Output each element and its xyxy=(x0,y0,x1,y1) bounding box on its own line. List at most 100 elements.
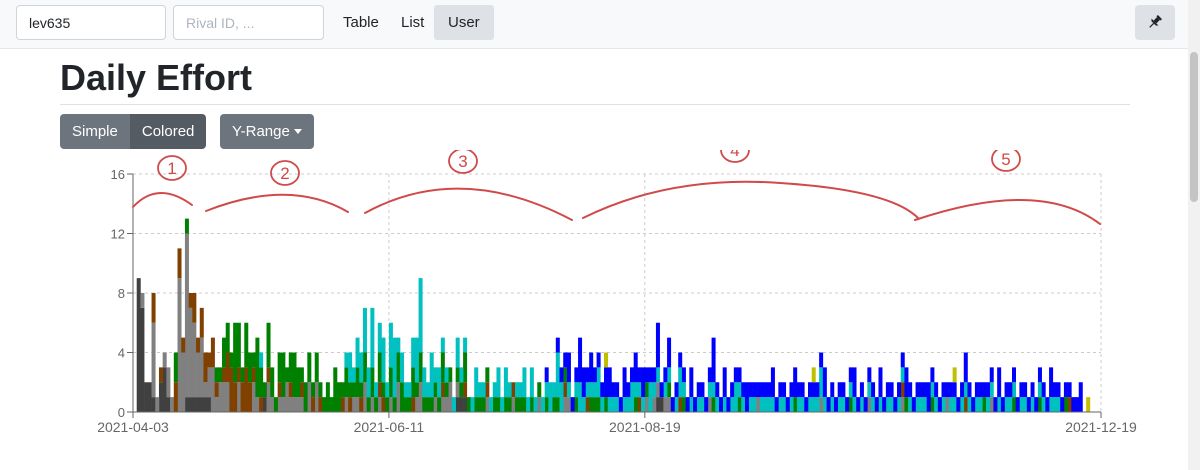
bar-segment xyxy=(1052,397,1057,412)
bar-segment xyxy=(151,397,156,412)
bar-segment xyxy=(411,337,416,368)
bar-segment xyxy=(581,367,586,398)
bar-segment xyxy=(411,367,416,398)
bar-segment xyxy=(696,382,701,398)
bar-segment xyxy=(355,367,360,398)
bar-segment xyxy=(566,382,571,398)
bar-segment xyxy=(477,397,482,412)
bar-segment xyxy=(526,397,531,412)
bar-segment xyxy=(930,397,935,412)
bar-segment xyxy=(552,397,557,412)
bar-segment xyxy=(948,397,953,412)
bar-segment xyxy=(247,352,252,383)
bar-segment xyxy=(956,397,961,412)
bar-segment xyxy=(555,352,560,398)
bar-segment xyxy=(934,397,939,412)
bar-segment xyxy=(871,397,876,412)
bar-segment xyxy=(311,397,316,412)
bar-segment xyxy=(592,367,597,383)
bar-segment xyxy=(674,397,679,412)
bar-segment xyxy=(633,382,638,398)
bar-segment xyxy=(418,278,423,353)
bar-segment xyxy=(930,367,935,383)
bar-segment xyxy=(192,397,197,412)
bar-segment xyxy=(748,397,753,412)
bar-segment xyxy=(463,337,468,353)
nav-user-link[interactable]: User xyxy=(434,5,494,40)
bar-segment xyxy=(199,337,204,398)
bar-segment xyxy=(1030,382,1035,398)
y-range-dropdown[interactable]: Y-Range xyxy=(220,114,314,149)
bar-segment xyxy=(396,352,401,383)
bar-segment xyxy=(522,367,527,398)
bar-segment xyxy=(552,382,557,398)
bar-segment xyxy=(652,382,657,398)
bar-segment xyxy=(240,382,245,412)
bar-segment xyxy=(752,397,757,412)
colored-mode-button[interactable]: Colored xyxy=(129,114,207,149)
bar-segment xyxy=(681,397,686,412)
bar-segment xyxy=(259,397,264,412)
annotation-number: 3 xyxy=(458,152,467,171)
simple-mode-button[interactable]: Simple xyxy=(60,114,130,149)
bar-segment xyxy=(837,397,842,412)
bar-segment xyxy=(897,382,902,398)
bar-segment xyxy=(218,367,223,383)
bar-segment xyxy=(989,367,994,383)
bar-segment xyxy=(429,397,434,412)
bar-segment xyxy=(589,397,594,412)
rival-id-input[interactable] xyxy=(173,5,324,40)
bar-segment xyxy=(1067,397,1072,412)
bar-segment xyxy=(222,367,227,383)
bar-segment xyxy=(203,382,208,398)
bar-segment xyxy=(377,382,382,398)
bar-segment xyxy=(418,352,423,383)
bar-segment xyxy=(889,382,894,398)
annotation-circle xyxy=(270,160,300,186)
bar-segment xyxy=(474,367,479,398)
annotation-circle xyxy=(720,150,750,163)
bar-segment xyxy=(622,367,627,398)
bar-segment xyxy=(563,382,568,398)
bar-segment xyxy=(425,397,431,412)
bar-segment xyxy=(173,382,178,412)
pin-button[interactable] xyxy=(1135,5,1175,40)
bar-segment xyxy=(629,382,634,412)
bar-segment xyxy=(822,397,827,412)
bar-segment xyxy=(1056,382,1061,398)
bar-segment xyxy=(685,397,690,412)
bar-segment xyxy=(1026,397,1031,412)
bar-segment xyxy=(793,397,798,412)
bar-segment xyxy=(644,367,649,383)
bar-segment xyxy=(192,293,197,323)
bar-segment xyxy=(1067,382,1072,398)
user-id-input[interactable] xyxy=(16,5,166,40)
bar-segment xyxy=(648,382,653,412)
bar-segment xyxy=(637,397,642,412)
bar-segment xyxy=(400,382,405,412)
bar-segment xyxy=(240,367,245,383)
bar-segment xyxy=(937,397,942,412)
nav-list-link[interactable]: List xyxy=(401,14,425,31)
bar-segment xyxy=(144,382,149,412)
bar-segment xyxy=(900,382,905,398)
bar-segment xyxy=(255,337,260,398)
bar-segment xyxy=(166,367,171,398)
bar-segment xyxy=(604,352,609,368)
bar-segment xyxy=(203,397,208,412)
bar-segment xyxy=(856,397,861,412)
bar-segment xyxy=(763,397,768,412)
bar-segment xyxy=(607,397,612,412)
bar-segment xyxy=(407,382,412,398)
bar-segment xyxy=(311,382,316,398)
bar-segment xyxy=(974,382,979,398)
bar-segment xyxy=(667,382,672,398)
bar-segment xyxy=(663,382,668,398)
bar-segment xyxy=(496,397,501,412)
bar-segment xyxy=(726,397,731,412)
scrollbar-thumb[interactable] xyxy=(1190,52,1198,202)
bar-segment xyxy=(374,382,379,398)
bar-segment xyxy=(370,367,375,398)
bar-segment xyxy=(663,397,668,412)
nav-table-link[interactable]: Table xyxy=(343,14,379,31)
